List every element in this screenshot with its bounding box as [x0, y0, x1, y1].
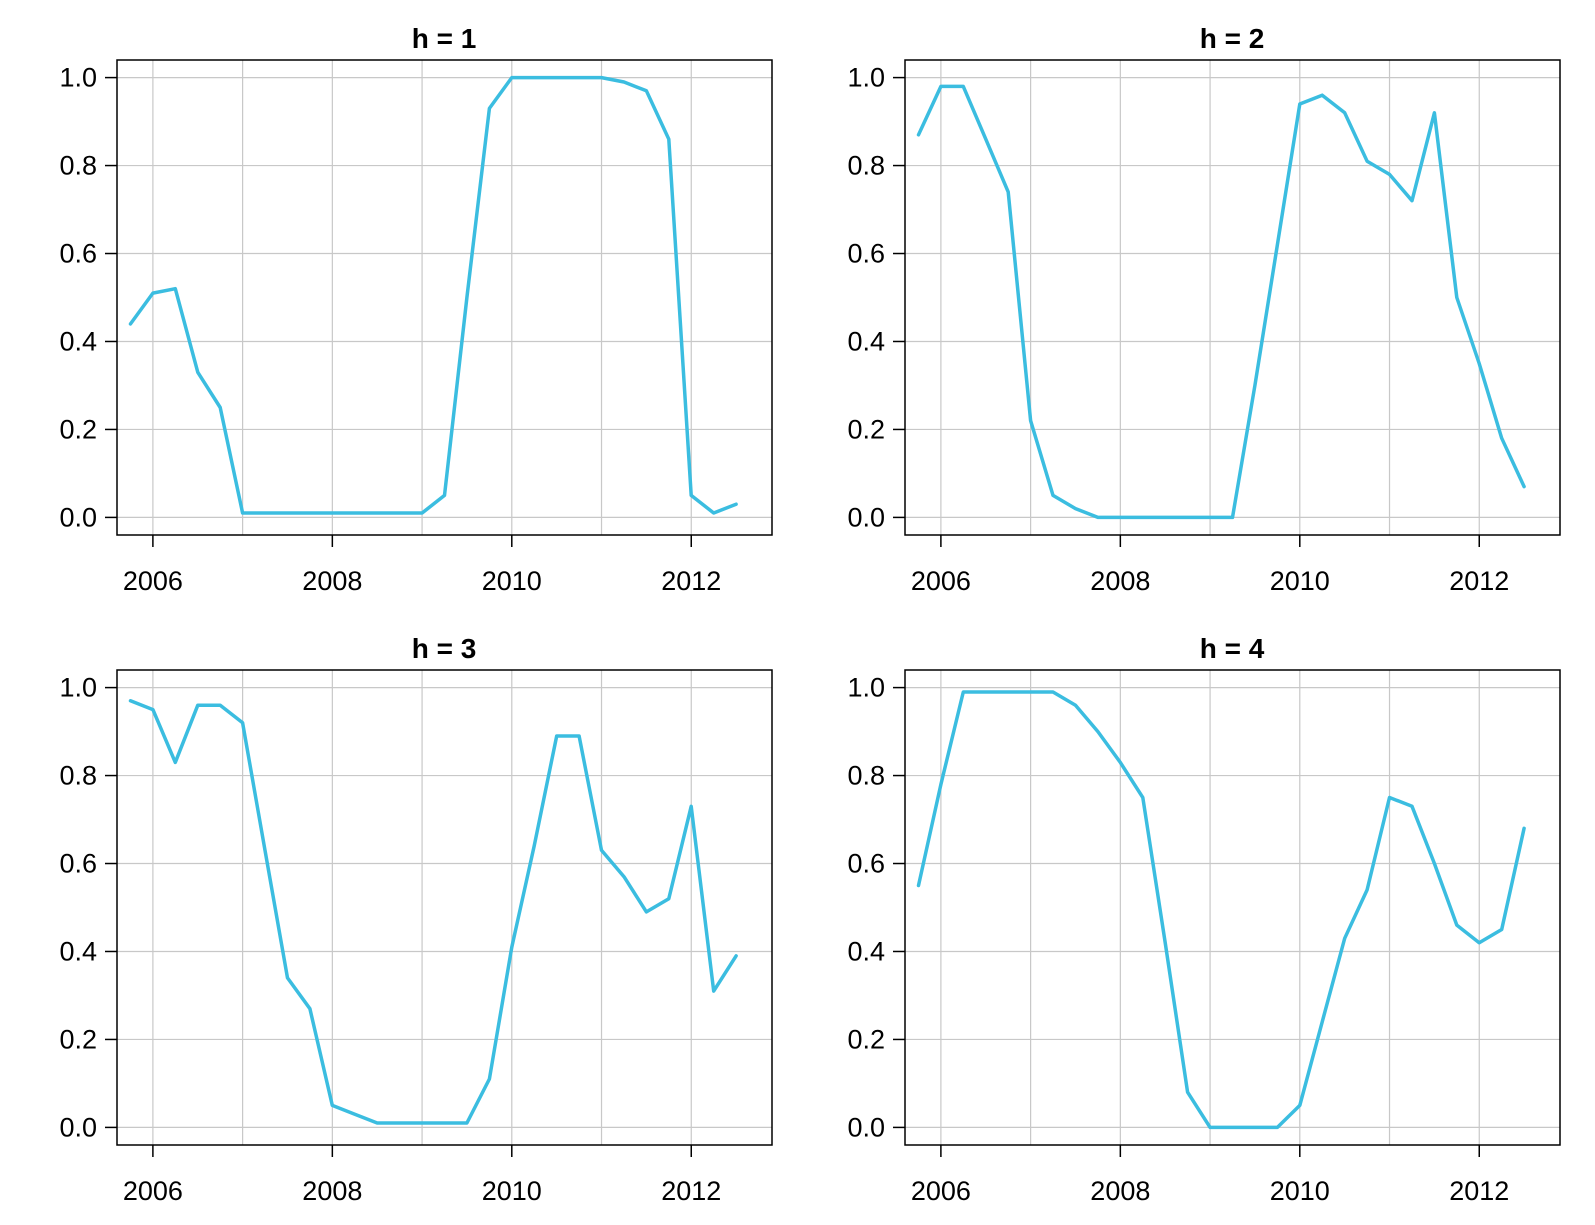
x-tick-label: 2012	[1449, 566, 1509, 596]
plot-frame	[904, 59, 1561, 536]
y-tick-label: 0.6	[847, 239, 885, 269]
series-line	[128, 699, 738, 1125]
panel-title: h = 4	[1200, 633, 1265, 664]
plot-frame	[116, 669, 773, 1146]
panel-h1: h = 1 0.0 0.2 0.4 0.6 0.8 1.0 2006 2008 2010 2012	[59, 23, 773, 596]
panel-h4: h = 4 0.0 0.2 0.4 0.6 0.8 1.0 2006 2008 2010 2012	[847, 633, 1561, 1206]
y-tick-label: 0.8	[847, 151, 885, 181]
plot-frame	[904, 669, 1561, 1146]
x-tick-label: 2008	[1090, 566, 1150, 596]
series-line	[916, 690, 1526, 1130]
y-tick-label: 0.6	[59, 239, 97, 269]
y-tick-label: 0.4	[847, 326, 885, 356]
y-tick-label: 0.2	[59, 414, 97, 444]
y-tick-label: 1.0	[59, 673, 97, 703]
y-tick-label: 0.8	[59, 761, 97, 791]
y-tick-label: 0.2	[847, 414, 885, 444]
x-tick-label: 2010	[482, 566, 542, 596]
x-tick-label: 2008	[1090, 1176, 1150, 1206]
x-tick-label: 2006	[911, 566, 971, 596]
x-tick-label: 2006	[123, 566, 183, 596]
panel-title: h = 3	[412, 633, 477, 664]
plot-frame	[116, 59, 773, 536]
y-tick-label: 0.4	[59, 326, 97, 356]
y-tick-label: 0.2	[59, 1024, 97, 1054]
panel-h3: h = 3 0.0 0.2 0.4 0.6 0.8 1.0 2006 2008 2010 2012	[59, 633, 773, 1206]
y-tick-label: 0.2	[847, 1024, 885, 1054]
x-tick-label: 2010	[482, 1176, 542, 1206]
y-tick-label: 0.0	[847, 1112, 885, 1142]
x-tick-label: 2008	[302, 1176, 362, 1206]
panel-title: h = 2	[1200, 23, 1265, 54]
y-tick-label: 0.0	[59, 502, 97, 532]
y-tick-label: 1.0	[847, 673, 885, 703]
x-tick-label: 2012	[1449, 1176, 1509, 1206]
x-tick-label: 2006	[911, 1176, 971, 1206]
y-tick-label: 1.0	[847, 63, 885, 93]
panel-title: h = 1	[412, 23, 477, 54]
y-tick-label: 1.0	[59, 63, 97, 93]
y-tick-label: 0.6	[59, 849, 97, 879]
panel-h2: h = 2 0.0 0.2 0.4 0.6 0.8 1.0 2006 2008 2010 2012	[847, 23, 1561, 596]
y-tick-label: 0.8	[59, 151, 97, 181]
x-tick-label: 2012	[661, 566, 721, 596]
y-tick-label: 0.0	[59, 1112, 97, 1142]
x-tick-label: 2010	[1270, 566, 1330, 596]
series-line	[916, 84, 1526, 520]
y-tick-label: 0.0	[847, 502, 885, 532]
x-tick-label: 2012	[661, 1176, 721, 1206]
y-tick-label: 0.6	[847, 849, 885, 879]
x-tick-label: 2010	[1270, 1176, 1330, 1206]
series-line	[128, 75, 738, 515]
y-tick-label: 0.4	[59, 936, 97, 966]
y-tick-label: 0.8	[847, 761, 885, 791]
x-tick-label: 2008	[302, 566, 362, 596]
y-tick-label: 0.4	[847, 936, 885, 966]
x-tick-label: 2006	[123, 1176, 183, 1206]
